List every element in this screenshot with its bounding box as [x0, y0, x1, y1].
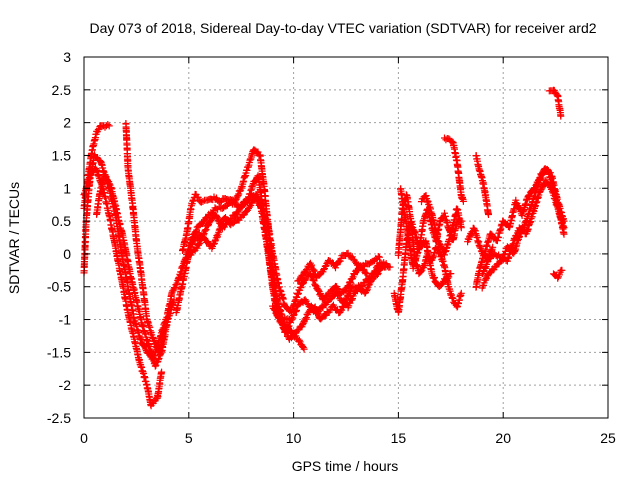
data-point [377, 265, 385, 273]
data-point [332, 264, 339, 272]
data-point [314, 310, 322, 318]
data-track [80, 165, 166, 410]
y-tick-label: 2 [63, 115, 71, 131]
data-point [199, 198, 207, 205]
data-track [472, 152, 492, 218]
data-track [269, 302, 308, 353]
data-point [158, 368, 166, 376]
data-point [430, 274, 438, 282]
data-point [299, 343, 307, 351]
data-point [448, 137, 456, 145]
axis-ticks: 0 5 10 15 20 25 -2.5 -2 -1.5 -1 -0.5 0 0.5 1 1.5 2 2.5 3 [47, 49, 616, 446]
data-point [489, 243, 497, 251]
y-tick-label: 2.5 [52, 82, 72, 98]
data-point [216, 198, 224, 206]
x-tick-label: 15 [391, 430, 407, 446]
data-point [447, 270, 455, 278]
data-point [105, 122, 113, 130]
data-point [308, 261, 316, 269]
data-point [374, 270, 382, 277]
data-point [457, 289, 465, 297]
data-point [201, 235, 208, 242]
data-point [355, 282, 363, 290]
chart-title: Day 073 of 2018, Sidereal Day-to-day VTE… [89, 20, 596, 36]
y-tick-label: -1.5 [47, 344, 71, 360]
x-tick-label: 10 [286, 430, 302, 446]
data-point [104, 121, 112, 128]
x-axis-label: GPS time / hours [292, 458, 399, 474]
y-tick-label: -2 [59, 377, 72, 393]
data-point [557, 112, 565, 120]
data-point [195, 229, 203, 237]
data-point [236, 187, 244, 195]
y-tick-label: 3 [63, 49, 71, 65]
data-point [376, 253, 383, 261]
data-point [310, 266, 318, 274]
data-point [417, 267, 425, 275]
data-point [301, 276, 309, 284]
x-tick-label: 5 [185, 430, 193, 446]
data-point [560, 230, 568, 238]
x-tick-label: 20 [495, 430, 511, 446]
data-point [88, 169, 96, 177]
data-point [444, 274, 452, 282]
data-point [558, 266, 566, 274]
x-tick-label: 0 [80, 430, 88, 446]
data-point [301, 296, 309, 304]
data-point [293, 306, 300, 314]
data-point [512, 196, 520, 204]
data-track [397, 185, 455, 290]
data-point [553, 91, 561, 99]
data-point [539, 170, 547, 178]
data-point [201, 227, 209, 235]
data-point [554, 274, 562, 282]
data-point [457, 224, 465, 232]
y-tick-label: 1 [63, 180, 71, 196]
x-tick-label: 25 [600, 430, 616, 446]
data-point [476, 243, 484, 251]
data-point [320, 266, 328, 273]
data-point [386, 263, 394, 271]
data-point [511, 235, 519, 243]
data-track [545, 86, 565, 120]
y-tick-label: 0.5 [52, 213, 72, 229]
data-point [295, 277, 303, 284]
data-point [546, 169, 554, 177]
y-tick-label: 0 [63, 246, 71, 262]
data-point [297, 284, 305, 292]
data-point [459, 197, 467, 205]
y-axis-label: SDTVAR / TECUs [6, 182, 22, 294]
data-point [350, 271, 358, 279]
data-point [295, 336, 303, 344]
data-point [449, 294, 457, 302]
plot-frame [83, 56, 609, 419]
data-track [441, 134, 467, 205]
y-tick-label: -1 [59, 312, 72, 328]
data-point [560, 224, 568, 232]
data-point [485, 211, 492, 218]
data-track [172, 191, 394, 343]
data-point [172, 281, 180, 289]
data-point [279, 319, 287, 327]
data-point [210, 240, 218, 248]
data-point [255, 196, 263, 203]
data-track [294, 249, 383, 285]
data-point [373, 271, 381, 279]
data-point [198, 220, 206, 228]
data-point [524, 192, 532, 200]
y-tick-label: 1.5 [52, 147, 72, 163]
data-point [300, 345, 308, 353]
data-point [350, 282, 358, 290]
data-track [179, 190, 371, 316]
data-point [194, 193, 202, 201]
y-tick-label: -2.5 [47, 410, 71, 426]
data-track [478, 176, 568, 278]
y-tick-label: -0.5 [47, 279, 71, 295]
data-track [418, 192, 465, 259]
data-point [374, 253, 382, 260]
data-point [335, 291, 343, 299]
data-track [550, 266, 566, 282]
